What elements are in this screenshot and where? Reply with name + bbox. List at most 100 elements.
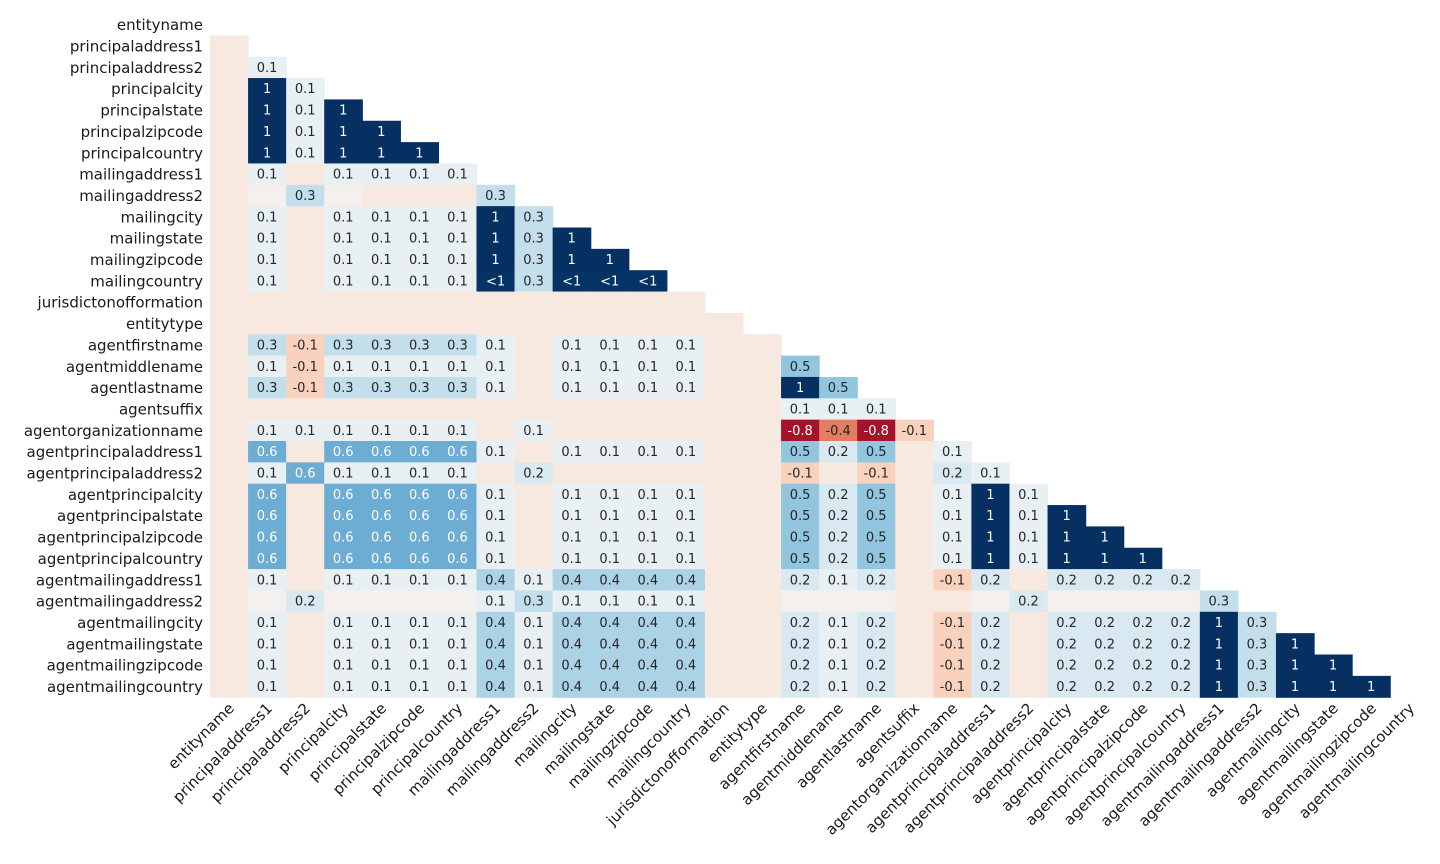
cell-value-label: 0.6 (447, 509, 468, 524)
heatmap-cell (476, 483, 516, 506)
cell-value-label: 1 (568, 232, 576, 247)
cell-value-label: 0.1 (828, 659, 849, 674)
heatmap-cell (438, 675, 478, 698)
heatmap-cell (552, 248, 592, 271)
heatmap-cell (1352, 675, 1391, 698)
heatmap-cell (742, 441, 782, 463)
heatmap-cell (1047, 633, 1087, 656)
cell-value-label: 0.2 (1056, 616, 1077, 631)
heatmap-cell (286, 462, 325, 485)
heatmap-cell (400, 675, 440, 698)
cell-value-label: 1 (491, 232, 499, 247)
heatmap-cell (362, 419, 401, 442)
cell-value-label: 1 (1215, 637, 1223, 652)
heatmap-cell (476, 590, 516, 613)
cell-value-label: 0.3 (371, 381, 392, 396)
cell-value-label: 0.2 (980, 637, 1001, 652)
cell-value-label: 1 (491, 210, 499, 225)
heatmap-cell (857, 569, 896, 592)
heatmap-cell (628, 675, 668, 698)
cell-value-label: 1 (796, 381, 804, 396)
heatmap-cell (286, 206, 325, 229)
heatmap-cell (666, 633, 706, 656)
cell-value-label: 0.4 (599, 573, 620, 588)
cell-value-label: 1 (339, 104, 347, 119)
heatmap-cell (324, 227, 363, 250)
heatmap-cell (210, 120, 249, 143)
heatmap-cell (248, 654, 287, 677)
cell-value-label: 1 (415, 146, 423, 161)
cell-value-label: 0.1 (257, 424, 278, 439)
heatmap-cell (286, 419, 325, 442)
heatmap-cell (286, 547, 325, 570)
heatmap-cell (400, 441, 440, 463)
heatmap-cell (400, 590, 440, 613)
cell-value-label: 0.1 (257, 573, 278, 588)
cell-value-label: 0.2 (1094, 637, 1115, 652)
heatmap-cell (248, 376, 287, 399)
heatmap-cell (438, 483, 478, 506)
heatmap-cell (324, 120, 363, 143)
heatmap-cell (628, 441, 668, 463)
heatmap-cell (1085, 611, 1125, 634)
heatmap-cell (210, 78, 249, 100)
cell-value-label: 0.5 (790, 552, 811, 567)
heatmap-cell (819, 675, 858, 698)
cell-value-label: 1 (1367, 680, 1375, 695)
heatmap-cell (742, 547, 782, 570)
heatmap-cell (704, 462, 744, 485)
cell-value-label: 1 (339, 125, 347, 140)
cell-value-label: 0.1 (485, 552, 506, 567)
cell-value-label: 0.1 (447, 360, 468, 375)
heatmap-cell (476, 355, 516, 378)
cell-value-label: 0.1 (942, 552, 963, 567)
heatmap-cell (400, 227, 440, 250)
row-label-principalzipcode: principalzipcode (81, 123, 203, 141)
heatmap-cell (1047, 547, 1087, 570)
row-label-agentmailingaddress2: agentmailingaddress2 (36, 593, 203, 611)
heatmap-cell (1237, 675, 1277, 698)
cell-value-label: 0.1 (599, 360, 620, 375)
heatmap-cell (400, 355, 440, 378)
cell-value-label: 0.2 (866, 659, 887, 674)
heatmap-cell (742, 675, 782, 698)
heatmap-cell (286, 78, 325, 100)
heatmap-cell (324, 462, 363, 485)
heatmap-cell (362, 142, 401, 165)
cell-value-label: 1 (986, 509, 994, 524)
heatmap-cell (704, 654, 744, 677)
heatmap-cell (742, 355, 782, 378)
cell-value-label: 0.1 (676, 381, 697, 396)
heatmap-cell (933, 505, 972, 527)
heatmap-cell (438, 376, 478, 399)
heatmap-cell (552, 312, 592, 335)
cell-value-label: 1 (263, 82, 271, 97)
cell-value-label: 0.1 (409, 467, 430, 482)
heatmap-cell (971, 654, 1011, 677)
heatmap-cell (248, 675, 287, 698)
heatmap-cell (400, 142, 440, 165)
heatmap-cell (476, 462, 516, 485)
heatmap-cell (362, 654, 401, 677)
heatmap-cell (704, 675, 744, 698)
cell-value-label: 0.1 (1018, 488, 1039, 503)
heatmap-cell (895, 633, 934, 656)
cell-value-label: 0.1 (599, 445, 620, 460)
heatmap-cell (438, 334, 478, 357)
heatmap-cell (857, 633, 896, 656)
cell-value-label: 1 (1062, 509, 1070, 524)
heatmap-cell (400, 547, 440, 570)
heatmap-cell (742, 611, 782, 634)
cell-value-label: 0.1 (599, 552, 620, 567)
heatmap-cell (590, 312, 630, 335)
heatmap-cell (324, 654, 363, 677)
cell-value-label: 0.1 (828, 637, 849, 652)
heatmap-cell (210, 376, 249, 399)
cell-value-label: 0.1 (371, 467, 392, 482)
heatmap-cell (628, 291, 668, 314)
cell-value-label: 0.1 (637, 488, 658, 503)
cell-value-label: 0.1 (257, 61, 278, 76)
cell-value-label: 1 (1291, 659, 1299, 674)
cell-value-label: 0.2 (1170, 637, 1191, 652)
cell-value-label: 0.1 (523, 616, 544, 631)
